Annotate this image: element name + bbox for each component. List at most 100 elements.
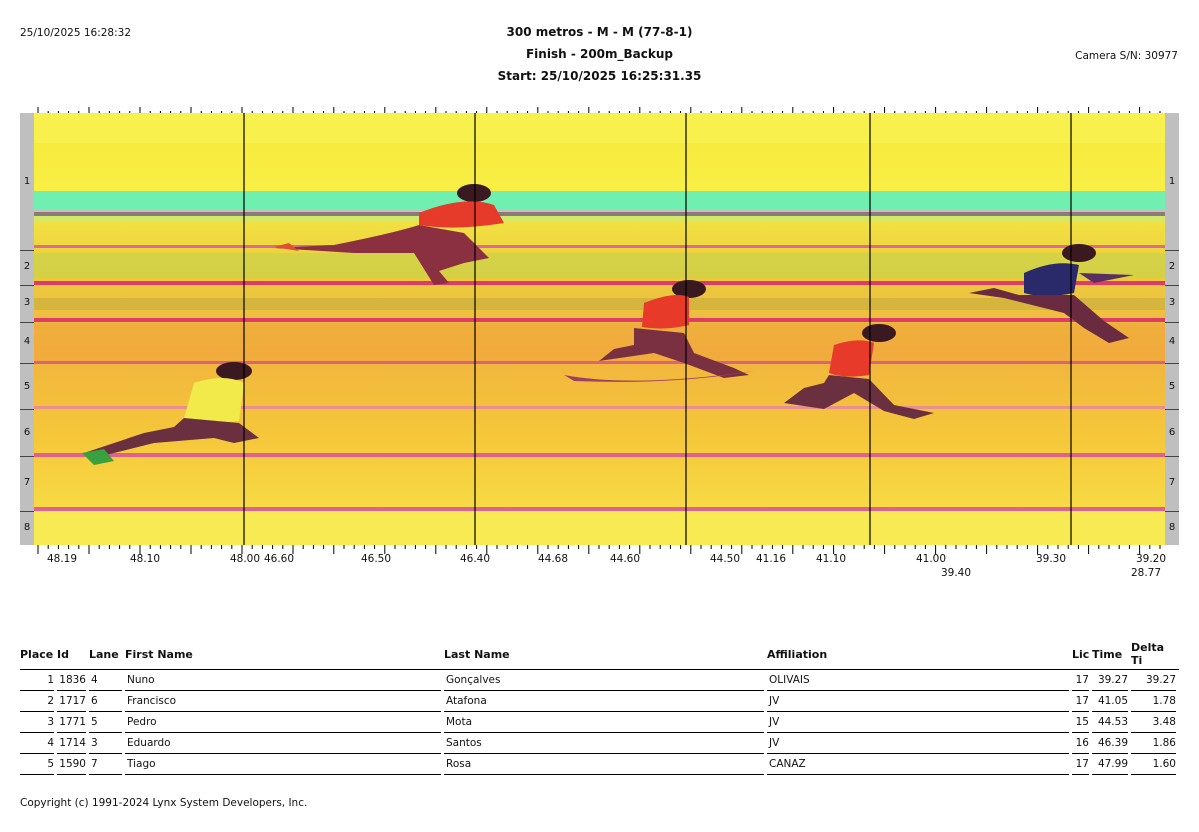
cell-id: 1717: [57, 691, 89, 712]
table-row[interactable]: 2 1717 6 Francisco Atafona JV 17 41.05 1.78: [20, 691, 1179, 712]
cell-time: 46.39: [1092, 733, 1131, 754]
cell-place: 3: [20, 712, 57, 733]
cell-affiliation: JV: [767, 691, 1072, 712]
cell-lane: 6: [89, 691, 125, 712]
time-label: 46.60: [263, 553, 295, 565]
lane-number-right: 6: [1168, 427, 1176, 438]
place-value: 5: [20, 754, 54, 775]
cell-time: 47.99: [1092, 754, 1131, 775]
delta-time-value: 39.27: [1131, 670, 1176, 691]
id-value: 1836: [57, 670, 86, 691]
cell-delta-time: 1.86: [1131, 733, 1179, 754]
right-lane-gutter: [1165, 113, 1179, 545]
left-lane-divider: [20, 250, 34, 251]
finish-line-photo[interactable]: [34, 113, 1165, 545]
lane-number-left: 5: [23, 381, 31, 392]
left-lane-divider: [20, 363, 34, 364]
id-value: 1771: [57, 712, 86, 733]
athlete-lane-2: [274, 184, 504, 285]
lic-value: 17: [1072, 754, 1089, 775]
cell-last-name: Santos: [444, 733, 767, 754]
last-name-value: Mota: [444, 712, 764, 733]
lane-value: 5: [89, 712, 122, 733]
time-value: 46.39: [1092, 733, 1128, 754]
lane-number-right: 4: [1168, 336, 1176, 347]
first-name-value: Nuno: [125, 670, 441, 691]
left-lane-divider: [20, 456, 34, 457]
bottom-time-scale: [37, 545, 1161, 554]
column-header-last-name[interactable]: Last Name: [444, 641, 767, 670]
table-row[interactable]: 3 1771 5 Pedro Mota JV 15 44.53 3.48: [20, 712, 1179, 733]
place-value: 1: [20, 670, 54, 691]
cell-last-name: Mota: [444, 712, 767, 733]
cell-place: 4: [20, 733, 57, 754]
left-lane-divider: [20, 409, 34, 410]
time-value: 44.53: [1092, 712, 1128, 733]
cell-affiliation: CANAZ: [767, 754, 1072, 775]
time-label: 46.50: [360, 553, 392, 565]
cell-last-name: Rosa: [444, 754, 767, 775]
id-value: 1590: [57, 754, 86, 775]
cell-id: 1714: [57, 733, 89, 754]
last-name-value: Atafona: [444, 691, 764, 712]
time-label: 28.77: [1130, 567, 1162, 579]
affiliation-value: JV: [767, 733, 1069, 754]
cell-delta-time: 1.60: [1131, 754, 1179, 775]
cell-delta-time: 3.48: [1131, 712, 1179, 733]
right-lane-divider: [1165, 511, 1179, 512]
column-header-place[interactable]: Place: [20, 641, 57, 670]
affiliation-value: JV: [767, 712, 1069, 733]
cell-lic: 17: [1072, 670, 1092, 691]
cell-lane: 4: [89, 670, 125, 691]
cell-lane: 7: [89, 754, 125, 775]
right-lane-divider: [1165, 409, 1179, 410]
cell-last-name: Atafona: [444, 691, 767, 712]
time-value: 41.05: [1092, 691, 1128, 712]
time-label: 39.20: [1135, 553, 1167, 565]
column-header-time[interactable]: Time: [1092, 641, 1131, 670]
time-label: 39.40: [940, 567, 972, 579]
column-header-id[interactable]: Id: [57, 641, 89, 670]
column-header-lic[interactable]: Lic: [1072, 641, 1092, 670]
delta-time-value: 1.86: [1131, 733, 1176, 754]
lane-number-right: 1: [1168, 176, 1176, 187]
cell-first-name: Nuno: [125, 670, 444, 691]
cell-affiliation: JV: [767, 712, 1072, 733]
cell-affiliation: JV: [767, 733, 1072, 754]
lane-number-left: 3: [23, 297, 31, 308]
cell-first-name: Eduardo: [125, 733, 444, 754]
time-label: 48.19: [46, 553, 78, 565]
athlete-lane-6: [82, 362, 259, 465]
table-row[interactable]: 4 1714 3 Eduardo Santos JV 16 46.39 1.86: [20, 733, 1179, 754]
time-value: 39.27: [1092, 670, 1128, 691]
results-table: Place Id Lane First Name Last Name Affil…: [20, 641, 1179, 775]
table-row[interactable]: 1 1836 4 Nuno Gonçalves OLIVAIS 17 39.27 39.27: [20, 670, 1179, 691]
lane-value: 7: [89, 754, 122, 775]
cell-first-name: Francisco: [125, 691, 444, 712]
lane-value: 3: [89, 733, 122, 754]
cell-place: 1: [20, 670, 57, 691]
column-header-affiliation[interactable]: Affiliation: [767, 641, 1072, 670]
right-lane-divider: [1165, 363, 1179, 364]
time-label: 46.40: [459, 553, 491, 565]
lane-number-right: 8: [1168, 522, 1176, 533]
cell-place: 5: [20, 754, 57, 775]
lic-value: 17: [1072, 670, 1089, 691]
time-label: 44.50: [709, 553, 741, 565]
table-row[interactable]: 5 1590 7 Tiago Rosa CANAZ 17 47.99 1.60: [20, 754, 1179, 775]
column-header-lane[interactable]: Lane: [89, 641, 125, 670]
id-value: 1714: [57, 733, 86, 754]
time-label: 48.10: [129, 553, 161, 565]
column-header-delta-time[interactable]: Delta Ti: [1131, 641, 1179, 670]
cell-delta-time: 1.78: [1131, 691, 1179, 712]
id-value: 1717: [57, 691, 86, 712]
column-header-first-name[interactable]: First Name: [125, 641, 444, 670]
cell-lic: 16: [1072, 733, 1092, 754]
left-lane-divider: [20, 511, 34, 512]
lane-number-right: 5: [1168, 381, 1176, 392]
left-lane-divider: [20, 285, 34, 286]
cell-lane: 3: [89, 733, 125, 754]
last-name-value: Santos: [444, 733, 764, 754]
last-name-value: Gonçalves: [444, 670, 764, 691]
lane-number-left: 6: [23, 427, 31, 438]
